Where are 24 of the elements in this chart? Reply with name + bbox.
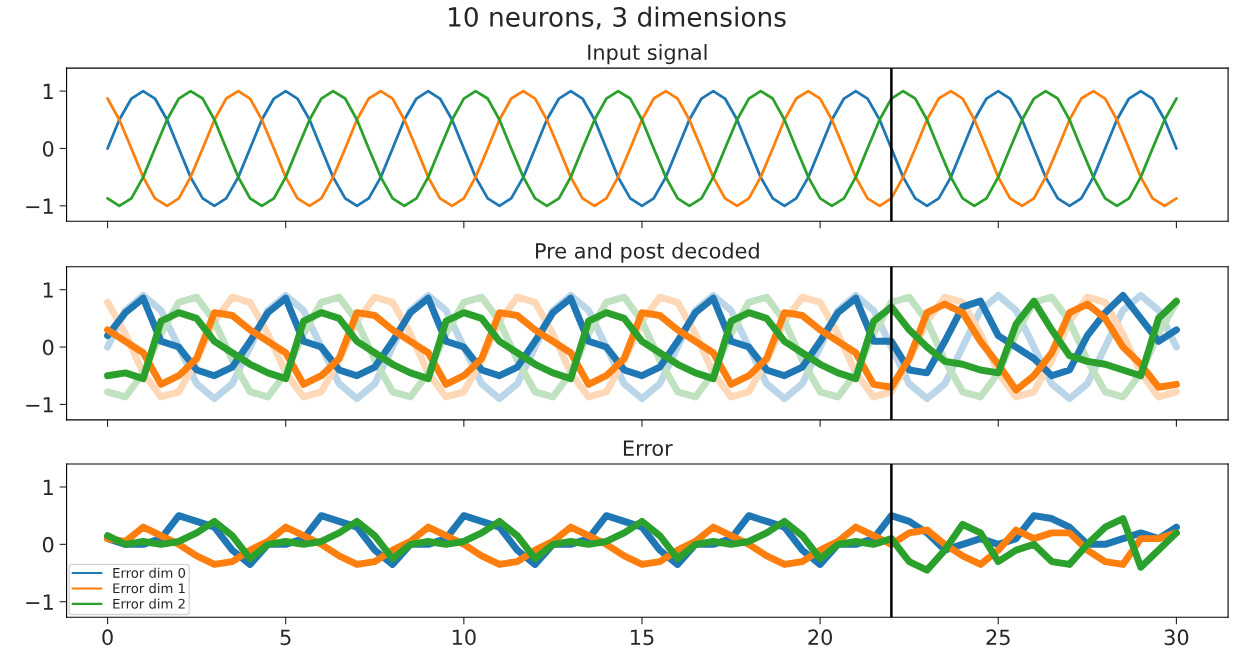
- y-tick-label: 0: [42, 536, 54, 553]
- y-tick-label: −1: [26, 198, 53, 214]
- chart-title: Error: [623, 440, 673, 456]
- y-tick-label: 0: [42, 140, 54, 157]
- line-series: [106, 89, 1178, 208]
- x-tick-label: 15: [631, 629, 654, 646]
- x-tick-label: 30: [1164, 629, 1189, 646]
- legend-label: Error dim 1: [113, 583, 185, 594]
- chart-title: Input signal: [588, 43, 707, 65]
- x-tick-label: 10: [452, 629, 476, 646]
- x-tick-label: 0: [102, 629, 113, 646]
- y-tick-label: 1: [43, 479, 53, 495]
- x-tick-label: 5: [280, 629, 291, 646]
- legend-label: Error dim 0: [113, 567, 186, 578]
- text: 10 neurons, 3 dimensions: [448, 6, 786, 30]
- y-tick-label: 0: [42, 339, 54, 356]
- x-tick-label: 25: [986, 629, 1010, 646]
- legend-label: Error dim 2: [113, 598, 185, 609]
- y-tick-label: −1: [26, 594, 53, 610]
- y-tick-label: −1: [26, 397, 53, 413]
- y-tick-label: 1: [43, 83, 53, 100]
- x-tick-label: 20: [808, 629, 832, 646]
- chart-title: Pre and post decoded: [536, 242, 759, 263]
- y-tick-label: 1: [43, 282, 53, 298]
